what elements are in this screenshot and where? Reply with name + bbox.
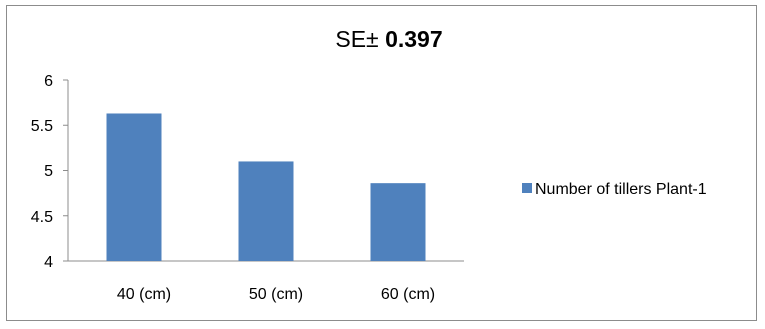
y-tick-marks bbox=[63, 79, 68, 262]
y-tick-label: 5.5 bbox=[31, 118, 53, 135]
legend-label: Number of tillers Plant-1 bbox=[535, 181, 707, 198]
y-tick-label: 4.5 bbox=[31, 209, 53, 226]
y-tick-label: 6 bbox=[44, 73, 53, 90]
bars-group bbox=[106, 113, 426, 261]
y-tick-label: 5 bbox=[44, 163, 53, 180]
x-tick-label: 40 (cm) bbox=[117, 286, 171, 303]
bar bbox=[106, 113, 162, 261]
chart-title: SE± 0.397 bbox=[335, 26, 442, 52]
chart-title-prefix: SE± bbox=[335, 26, 378, 52]
bar bbox=[238, 161, 294, 261]
x-tick-label: 60 (cm) bbox=[381, 286, 435, 303]
bar bbox=[370, 183, 426, 261]
legend-swatch bbox=[522, 183, 532, 193]
y-tick-label: 4 bbox=[44, 254, 53, 271]
chart-title-value: 0.397 bbox=[385, 26, 443, 52]
x-tick-label: 50 (cm) bbox=[249, 286, 303, 303]
